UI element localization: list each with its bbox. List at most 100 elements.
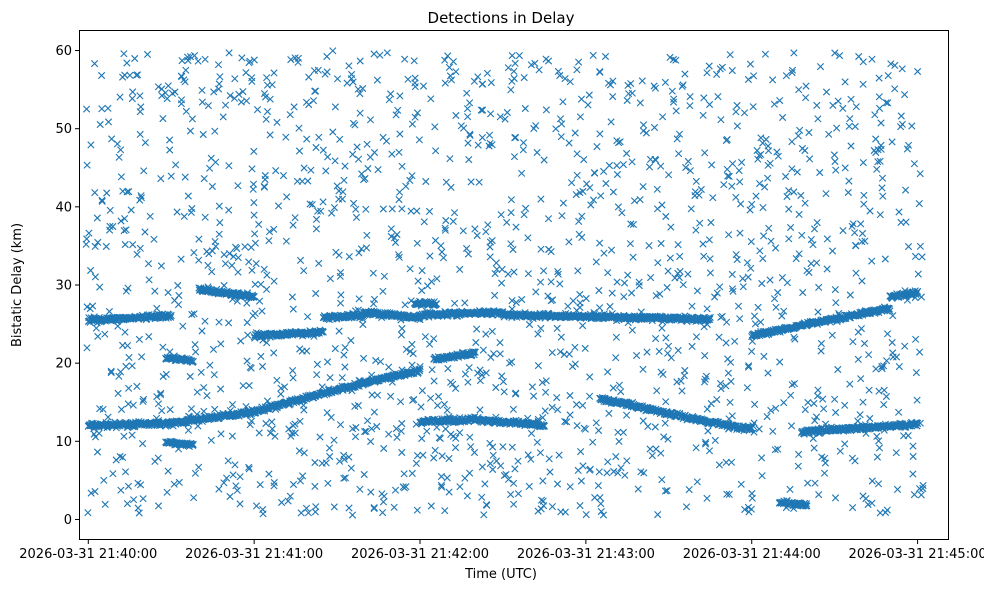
data-point	[188, 310, 196, 319]
data-point	[481, 480, 489, 488]
data-point	[758, 279, 766, 288]
data-point	[335, 327, 343, 335]
data-point	[289, 422, 297, 430]
data-point	[601, 52, 610, 61]
data-point	[790, 380, 798, 388]
data-point	[724, 355, 732, 363]
data-point	[379, 498, 387, 506]
data-point	[692, 226, 700, 234]
data-point	[747, 264, 755, 272]
data-point	[328, 209, 336, 217]
data-point	[510, 268, 518, 276]
data-point	[764, 369, 772, 377]
data-point	[736, 229, 744, 237]
data-point	[313, 371, 321, 379]
data-point	[672, 56, 680, 64]
data-point	[514, 490, 522, 498]
data-point	[613, 162, 621, 170]
data-point	[143, 50, 152, 58]
data-point	[729, 160, 737, 168]
data-point	[537, 195, 545, 203]
data-point	[717, 313, 725, 321]
data-point	[553, 394, 561, 402]
data-point	[430, 335, 438, 343]
data-point	[722, 458, 730, 466]
data-point	[361, 428, 369, 436]
data-point	[114, 322, 122, 330]
data-point	[157, 262, 165, 270]
data-point	[299, 472, 307, 480]
data-point	[164, 82, 172, 90]
data-point	[796, 126, 804, 134]
data-point	[324, 479, 332, 487]
data-point	[849, 504, 857, 512]
data-point	[246, 57, 254, 65]
data-point	[814, 308, 822, 316]
data-point	[606, 302, 614, 311]
data-point	[857, 375, 865, 383]
data-point	[309, 97, 318, 105]
data-point	[764, 147, 773, 155]
data-point	[567, 312, 575, 320]
data-point	[138, 353, 146, 361]
data-point	[524, 234, 532, 242]
data-point	[335, 187, 343, 195]
data-point	[442, 216, 450, 225]
data-point	[387, 90, 395, 98]
data-point	[581, 344, 589, 352]
data-point	[814, 386, 822, 394]
data-point	[359, 84, 367, 93]
data-point	[124, 400, 132, 408]
data-point	[159, 115, 167, 123]
data-point	[441, 507, 449, 515]
data-point	[338, 374, 346, 382]
data-point	[230, 94, 239, 102]
data-point	[728, 182, 736, 190]
data-point	[416, 365, 424, 373]
data-point	[441, 56, 449, 64]
data-point	[841, 401, 849, 409]
data-point	[367, 488, 375, 496]
data-point	[865, 386, 873, 394]
data-point	[723, 135, 731, 144]
data-point	[225, 162, 233, 170]
data-point	[128, 431, 136, 439]
data-point	[898, 65, 906, 73]
data-point	[341, 474, 349, 482]
data-point	[305, 73, 313, 81]
data-point	[607, 246, 616, 254]
data-point	[319, 198, 327, 206]
y-tick-label: 40	[55, 200, 72, 215]
data-point	[446, 155, 454, 163]
data-point	[260, 182, 268, 191]
chart-title: Detections in Delay	[428, 9, 575, 27]
data-point	[366, 153, 374, 161]
data-point	[304, 177, 312, 185]
data-point	[181, 173, 189, 181]
data-point	[788, 138, 796, 146]
data-point	[733, 122, 741, 130]
data-point	[767, 406, 775, 414]
data-point	[360, 354, 368, 362]
data-point	[657, 239, 665, 248]
data-point	[680, 372, 688, 380]
data-point	[603, 469, 611, 477]
data-point	[340, 351, 348, 359]
data-point	[682, 503, 691, 511]
data-point	[358, 170, 366, 178]
data-point	[98, 197, 106, 205]
data-point	[396, 130, 404, 138]
data-point	[835, 309, 843, 318]
data-point	[584, 101, 592, 109]
data-point	[804, 479, 812, 487]
data-point	[654, 259, 662, 267]
data-point	[705, 447, 714, 455]
data-point	[519, 146, 527, 154]
data-point	[441, 79, 449, 87]
data-point	[639, 121, 648, 129]
data-point	[270, 478, 278, 487]
data-point	[504, 64, 512, 72]
data-point	[767, 237, 775, 245]
data-point	[847, 95, 855, 103]
data-point	[832, 166, 840, 174]
